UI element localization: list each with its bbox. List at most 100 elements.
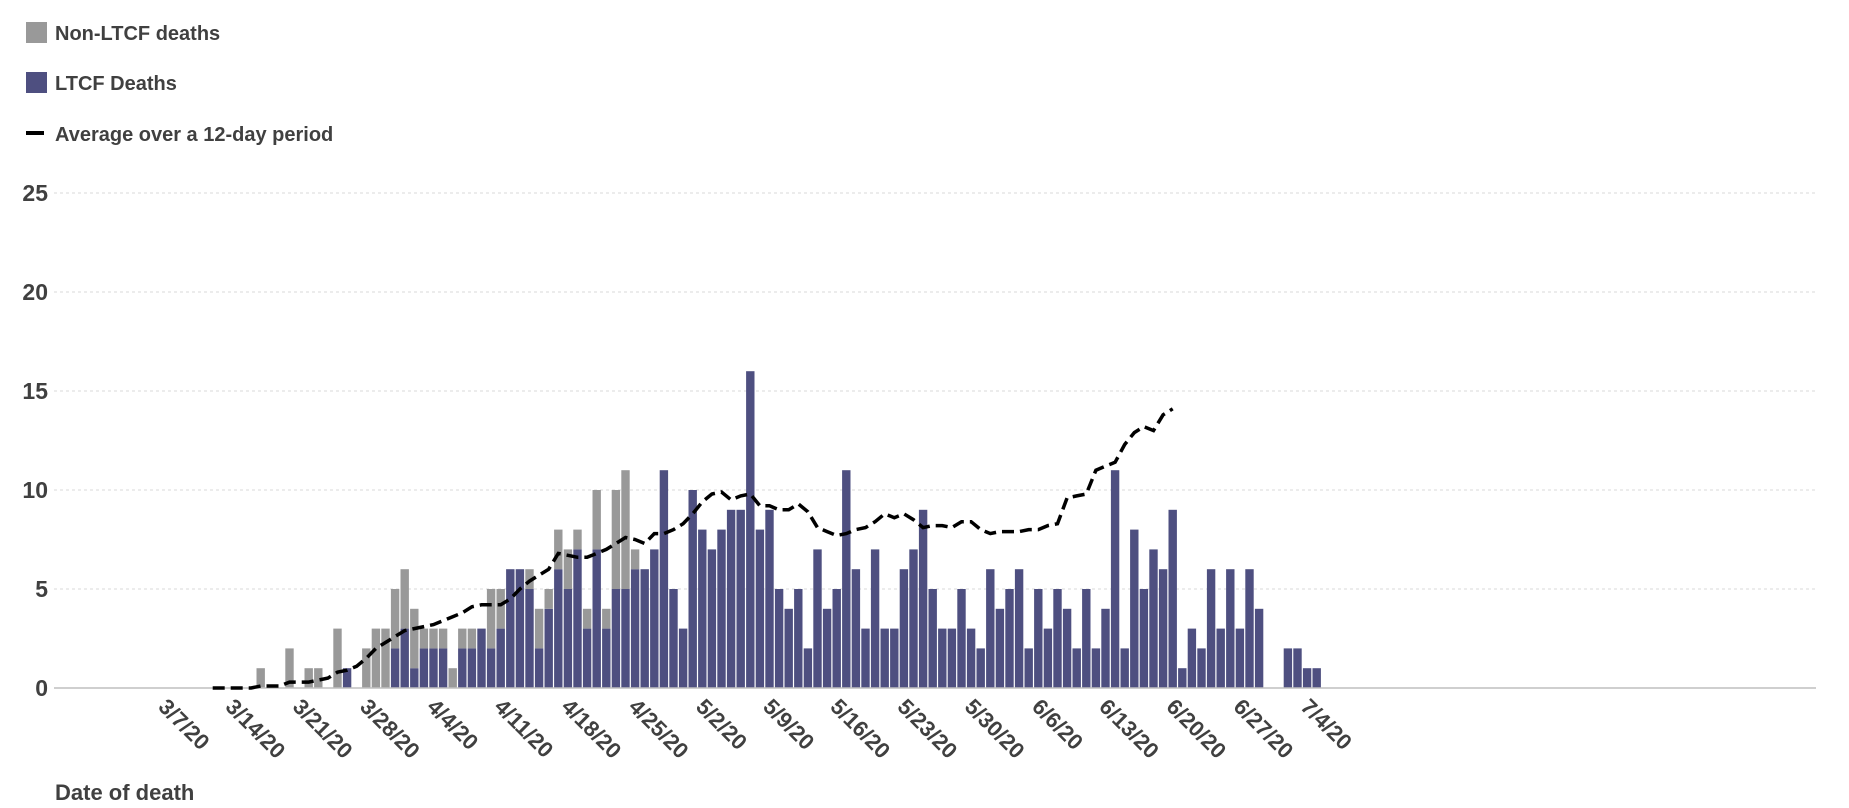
ltcf-bar <box>438 648 448 688</box>
ltcf-bar <box>544 608 553 688</box>
ltcf-bar <box>525 589 534 688</box>
ltcf-bar <box>1005 589 1014 688</box>
ltcf-bar <box>966 628 976 688</box>
ltcf-bar <box>611 589 621 688</box>
y-tick-label: 20 <box>22 279 48 305</box>
ltcf-bar <box>890 628 899 688</box>
ltcf-bar <box>419 648 429 688</box>
ltcf-bar <box>986 569 995 688</box>
ltcf-bar <box>1254 608 1264 688</box>
ltcf-bar <box>1043 628 1053 688</box>
ltcf-bar <box>659 470 669 688</box>
non-ltcf-bar <box>611 490 621 589</box>
ltcf-bar <box>592 549 601 688</box>
ltcf-bar <box>1034 589 1043 688</box>
x-tick-label: 6/20/20 <box>1162 694 1232 764</box>
ltcf-bar <box>1024 648 1033 688</box>
ltcf-bar <box>995 608 1005 688</box>
ltcf-legend-swatch <box>26 72 47 93</box>
ltcf-bar <box>573 549 582 688</box>
ltcf-bar <box>1130 529 1139 688</box>
ltcf-bar <box>1120 648 1129 688</box>
ltcf-bar <box>909 549 918 688</box>
ltcf-bar <box>1302 668 1312 688</box>
non-ltcf-bar <box>304 668 313 688</box>
x-tick-label: 4/25/20 <box>624 694 694 764</box>
ltcf-bar <box>390 648 400 688</box>
average-line <box>212 407 1174 690</box>
non-ltcf-bar <box>400 569 409 629</box>
ltcf-bar <box>1197 648 1206 688</box>
ltcf-bar <box>1245 569 1254 688</box>
non-ltcf-bar <box>458 628 467 649</box>
x-tick-label: 3/28/20 <box>355 694 425 764</box>
ltcf-bar <box>515 569 525 688</box>
ltcf-bar <box>1091 648 1101 688</box>
ltcf-bar <box>467 648 477 688</box>
ltcf-bar <box>861 628 870 688</box>
ltcf-bar <box>1312 668 1321 688</box>
non-ltcf-bar <box>419 628 429 649</box>
ltcf-bar <box>554 569 563 688</box>
ltcf-bar <box>918 509 928 688</box>
ltcf-bar <box>1158 569 1168 688</box>
y-tick-label: 25 <box>22 180 48 206</box>
ltcf-bar <box>832 589 841 688</box>
non-ltcf-legend-swatch <box>26 22 47 43</box>
ltcf-bar <box>842 470 851 688</box>
non-ltcf-bar <box>410 608 419 669</box>
ltcf-bar <box>563 589 573 688</box>
ltcf-bar <box>1293 648 1302 688</box>
x-tick-label: 4/11/20 <box>490 694 559 763</box>
x-tick-label: 7/4/20 <box>1296 694 1357 755</box>
non-ltcf-legend-label: Non-LTCF deaths <box>55 23 220 45</box>
ltcf-bar <box>1014 569 1024 688</box>
x-tick-label: 5/30/20 <box>960 694 1030 764</box>
non-ltcf-bar <box>582 608 592 629</box>
ltcf-bar <box>496 628 505 688</box>
ltcf-bar <box>803 648 813 688</box>
ltcf-bar <box>688 490 697 688</box>
non-ltcf-bar <box>554 529 563 570</box>
ltcf-bar <box>650 549 659 688</box>
ltcf-legend-label: LTCF Deaths <box>55 73 177 95</box>
ltcf-bar <box>1178 668 1187 688</box>
x-axis-ticks: 3/7/20 3/14/203/21/203/28/204/4/20 4/11/20… <box>154 694 1357 764</box>
non-ltcf-bar <box>563 549 573 589</box>
ltcf-bar <box>1082 589 1091 688</box>
ltcf-bar <box>1216 628 1225 688</box>
ltcf-bar <box>1168 509 1177 688</box>
ltcf-bar <box>669 589 678 688</box>
ltcf-bar <box>582 628 592 688</box>
ltcf-bar <box>486 648 496 688</box>
ltcf-bar <box>678 628 688 688</box>
x-tick-label: 5/9/20 <box>758 694 819 755</box>
ltcf-bar <box>429 648 438 688</box>
ltcf-bar <box>851 569 861 688</box>
non-ltcf-bar <box>438 628 448 649</box>
ltcf-bar <box>717 529 726 688</box>
ltcf-bar <box>774 589 784 688</box>
ltcf-bar <box>534 648 544 688</box>
ltcf-bar <box>342 668 352 688</box>
x-axis-title: Date of death <box>55 780 194 805</box>
legend: Non-LTCF deaths LTCF Deaths Average over… <box>26 22 333 146</box>
ltcf-bar <box>938 628 947 688</box>
ltcf-bar <box>1062 608 1072 688</box>
non-ltcf-bar <box>256 668 265 688</box>
non-ltcf-bar <box>534 608 544 649</box>
ltcf-bar <box>1139 589 1149 688</box>
ltcf-bar <box>765 509 774 688</box>
non-ltcf-bar <box>496 589 505 629</box>
y-tick-label: 0 <box>35 675 48 701</box>
ltcf-bar <box>736 509 745 688</box>
ltcf-bar <box>1206 569 1216 688</box>
ltcf-bar <box>726 509 736 688</box>
x-tick-label: 5/2/20 <box>691 694 752 755</box>
ltcf-bar <box>746 371 755 688</box>
ltcf-bar <box>707 549 717 688</box>
ltcf-bar <box>602 628 611 688</box>
x-tick-label: 3/14/20 <box>221 694 291 764</box>
ltcf-bar <box>813 549 822 688</box>
x-tick-label: 3/21/20 <box>288 694 358 764</box>
